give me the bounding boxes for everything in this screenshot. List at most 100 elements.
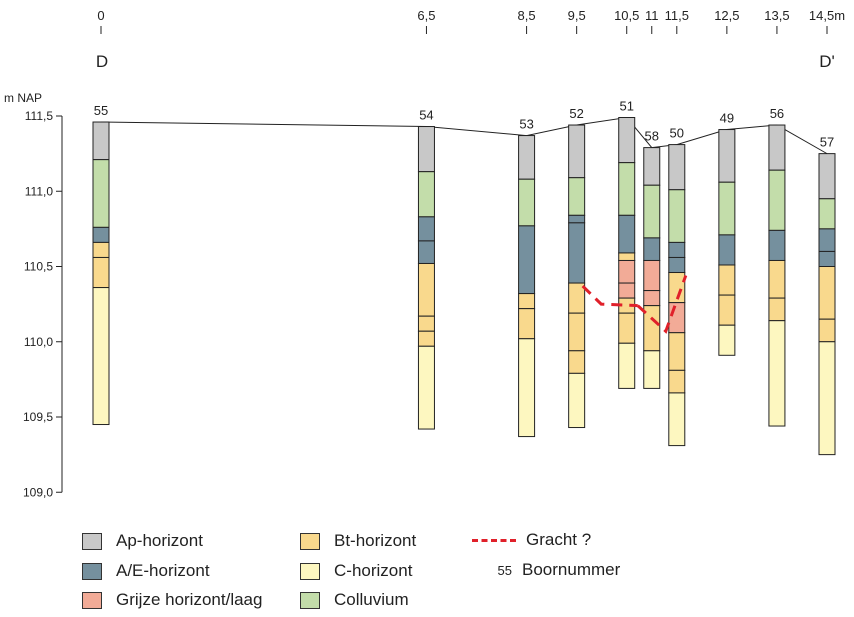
- layer-colluvium: [518, 178, 536, 227]
- elevation-tick-label: 109,0: [23, 485, 53, 499]
- layer-Ap: [718, 129, 736, 183]
- boring-52: [568, 124, 586, 429]
- elevation-tick-label: 110,0: [24, 335, 53, 349]
- distance-tick-label: 11: [645, 8, 659, 23]
- section-end-label: D': [819, 52, 835, 71]
- boring-number-label: 55: [94, 103, 108, 118]
- legend-gracht-label: Gracht ?: [526, 530, 592, 549]
- layer-AE: [718, 234, 736, 266]
- boring-number-label: 58: [645, 129, 659, 144]
- layer-Bt: [768, 259, 786, 299]
- boring-number-label: 51: [619, 99, 633, 114]
- layer-colluvium: [768, 169, 786, 231]
- gracht-line-left: [581, 284, 638, 308]
- layer-Ap: [768, 124, 786, 171]
- layer-AE: [92, 226, 110, 243]
- layer-Bt: [618, 252, 636, 261]
- layer-Ap: [618, 117, 636, 164]
- elevation-tick-label: 109,5: [23, 410, 53, 424]
- distance-tick-label: 14,5m: [809, 8, 845, 23]
- layer-Bt: [417, 315, 435, 332]
- layer-AE: [643, 237, 661, 261]
- layer-Ap: [518, 135, 536, 180]
- boring-54: [417, 126, 435, 430]
- distance-tick-label: 9,5: [568, 8, 586, 23]
- legend-grijs: Grijze horizont/laag: [82, 590, 262, 610]
- legend-bt-label: Bt-horizont: [334, 531, 417, 550]
- layer-Bt: [668, 332, 686, 371]
- boring-number-label: 53: [519, 117, 533, 132]
- layer-C: [643, 350, 661, 389]
- layer-AE: [417, 240, 435, 264]
- legend-bt: Bt-horizont: [300, 531, 416, 551]
- legend-grijs-label: Grijze horizont/laag: [116, 590, 263, 609]
- ground-surface-line: [100, 116, 828, 155]
- distance-tick-label: 10,5: [614, 8, 639, 23]
- layer-AE: [668, 256, 686, 274]
- distance-tick-label: 6,5: [417, 8, 435, 23]
- boring-57: [818, 153, 836, 456]
- layer-grijs: [618, 282, 636, 299]
- layer-AE: [568, 222, 586, 284]
- layer-AE: [668, 241, 686, 258]
- layer-AE: [568, 214, 586, 224]
- layer-Ap: [92, 121, 110, 161]
- layer-Ap: [668, 144, 686, 191]
- boring-49: [718, 129, 736, 356]
- layer-Bt: [568, 350, 586, 374]
- layer-C: [618, 342, 636, 389]
- boring-56: [768, 124, 786, 427]
- boornummer-sample: 55: [497, 562, 512, 578]
- boring-number-label: 52: [569, 106, 583, 121]
- layer-Ap: [643, 147, 661, 186]
- y-axis-unit-label: m NAP: [4, 91, 42, 105]
- layer-Bt: [768, 297, 786, 322]
- layer-Bt: [417, 330, 435, 347]
- layer-Ap: [568, 124, 586, 179]
- layer-colluvium: [643, 184, 661, 239]
- layer-Bt: [618, 312, 636, 344]
- layer-Bt: [518, 308, 536, 340]
- boring-51: [618, 117, 636, 389]
- colluvium-swatch: [300, 591, 320, 609]
- layer-colluvium: [818, 198, 836, 230]
- legend-c: C-horizont: [300, 561, 412, 581]
- distance-tick-label: 8,5: [518, 8, 536, 23]
- legend-ap: Ap-horizont: [82, 531, 203, 551]
- bt-swatch: [300, 532, 320, 550]
- grijs-swatch: [82, 591, 102, 609]
- layer-colluvium: [568, 177, 586, 216]
- layer-Bt: [718, 294, 736, 326]
- layer-C: [818, 341, 836, 456]
- distance-tick-label: 13,5: [764, 8, 789, 23]
- layer-colluvium: [668, 189, 686, 243]
- layer-grijs: [643, 259, 661, 292]
- legend-ap-label: Ap-horizont: [116, 531, 203, 550]
- boring-50: [668, 144, 686, 447]
- layer-Bt: [92, 256, 110, 289]
- distance-tick-label: 12,5: [714, 8, 739, 23]
- layer-Bt: [417, 262, 435, 317]
- layer-grijs: [618, 259, 636, 284]
- layer-C: [518, 338, 536, 438]
- legend-ae-label: A/E-horizont: [116, 561, 210, 580]
- legend-boornummer-label: Boornummer: [522, 560, 621, 579]
- layer-Bt: [818, 266, 836, 320]
- layer-AE: [518, 225, 536, 295]
- ae-swatch: [82, 562, 102, 580]
- boring-number-label: 49: [720, 111, 734, 126]
- legend-ae: A/E-horizont: [82, 561, 210, 581]
- boring-55: [92, 121, 110, 426]
- elevation-tick-label: 111,0: [25, 184, 54, 198]
- gracht-line-right: [636, 275, 688, 334]
- boring-53: [518, 135, 536, 438]
- boring-number-label: 56: [770, 106, 784, 121]
- layer-colluvium: [718, 181, 736, 236]
- ap-swatch: [82, 532, 102, 550]
- gracht-dash-icon: [472, 538, 516, 542]
- layer-C: [768, 320, 786, 427]
- layer-grijs: [643, 290, 661, 307]
- c-swatch: [300, 562, 320, 580]
